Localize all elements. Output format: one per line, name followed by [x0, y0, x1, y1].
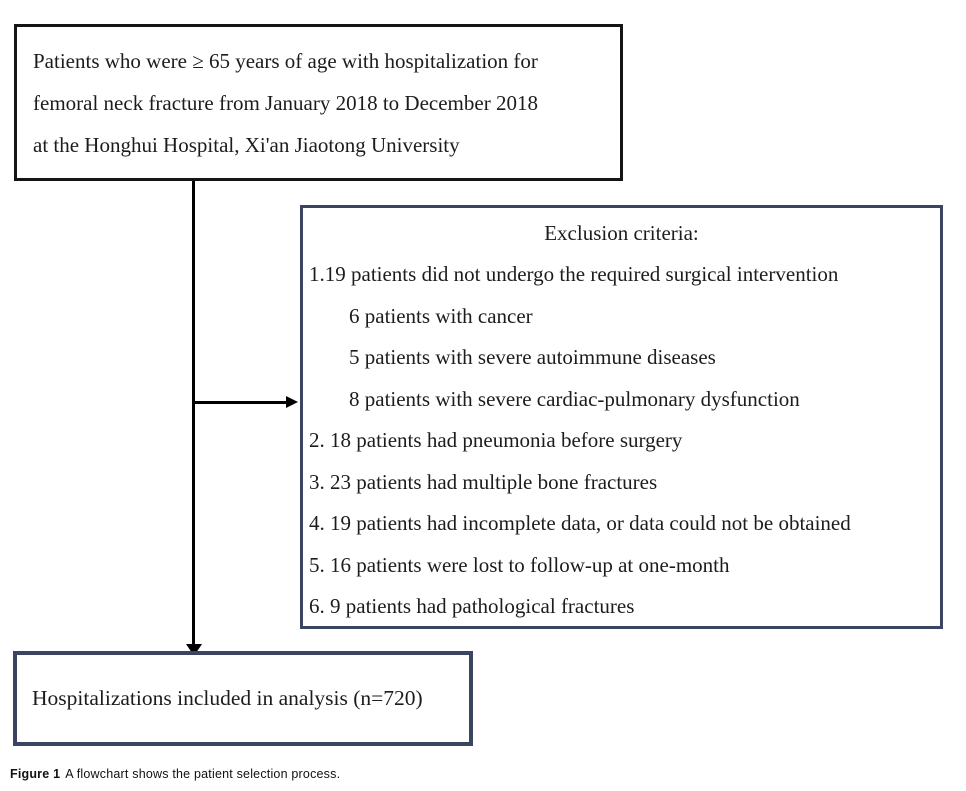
exclusion-criteria-box: Exclusion criteria: 1.19 patients did no… [300, 205, 943, 629]
figure-caption: Figure 1 A flowchart shows the patient se… [10, 767, 340, 781]
exclusion-item: 2. 18 patients had pneumonia before surg… [309, 428, 683, 452]
eligibility-text-line: Patients who were ≥ 65 years of age with… [33, 49, 538, 73]
exclusion-item: 1.19 patients did not undergo the requir… [309, 262, 839, 286]
eligibility-text-line: at the Honghui Hospital, Xi'an Jiaotong … [33, 133, 460, 157]
exclusion-subitem: 8 patients with severe cardiac-pulmonary… [349, 386, 800, 411]
exclusion-item: 6. 9 patients had pathological fractures [309, 594, 635, 618]
exclusion-item: 5. 16 patients were lost to follow-up at… [309, 552, 730, 577]
arrow-right-line [193, 401, 286, 404]
figure-caption-text: A flowchart shows the patient selection … [65, 767, 341, 781]
result-text: Hospitalizations included in analysis (n… [32, 686, 423, 710]
arrow-down-line [192, 181, 195, 644]
figure-caption-label: Figure 1 [10, 767, 61, 781]
eligibility-box: Patients who were ≥ 65 years of age with… [14, 24, 623, 181]
eligibility-text-line: femoral neck fracture from January 2018 … [33, 91, 538, 115]
exclusion-subitem: 5 patients with severe autoimmune diseas… [349, 345, 716, 369]
exclusion-item: 3. 23 patients had multiple bone fractur… [309, 469, 658, 494]
exclusion-criteria-title: Exclusion criteria: [544, 221, 699, 245]
exclusion-item: 4. 19 patients had incomplete data, or d… [309, 511, 851, 535]
result-box: Hospitalizations included in analysis (n… [13, 651, 473, 746]
arrow-right-head-icon [286, 396, 298, 408]
exclusion-subitem: 6 patients with cancer [349, 303, 533, 328]
